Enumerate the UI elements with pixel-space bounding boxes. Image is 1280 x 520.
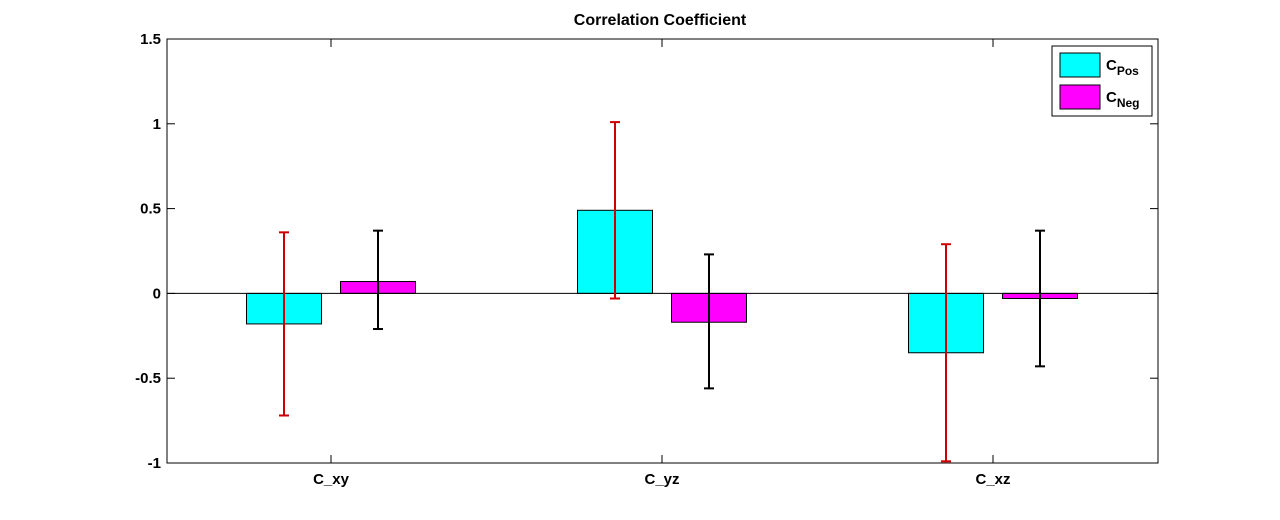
legend-subscript: Pos — [1117, 64, 1139, 78]
chart-title: Correlation Coefficient — [574, 12, 747, 29]
y-tick-label: 1.5 — [140, 31, 161, 48]
y-tick-label: -1 — [148, 455, 161, 472]
y-tick-label: 1 — [153, 116, 161, 133]
error-bar-pos-c_xy — [279, 231, 289, 417]
legend-swatch-pos — [1059, 52, 1101, 78]
error-bar-neg-c_xy — [373, 229, 383, 331]
legend-swatch-neg — [1059, 84, 1101, 110]
plot-area — [167, 39, 1158, 463]
y-tick-label: -0.5 — [135, 370, 161, 387]
x-tick-label: C_xz — [975, 471, 1010, 488]
error-bar-pos-c_xz — [941, 243, 951, 463]
error-bar-pos-c_yz — [610, 121, 620, 300]
x-tick-label: C_xy — [313, 471, 350, 488]
error-bars-layer — [279, 121, 1045, 463]
y-tick-label: 0 — [153, 285, 161, 302]
y-tick-label: 0.5 — [140, 201, 161, 218]
axis-ticks-layer: -1 -0.5 0 0.5 1 1.5 C_xy C_yz C_xz — [135, 31, 1158, 488]
error-bar-neg-c_xz — [1035, 229, 1045, 368]
error-bar-neg-c_yz — [704, 253, 714, 390]
x-tick-label: C_yz — [644, 471, 679, 488]
legend-subscript: Neg — [1117, 96, 1140, 110]
